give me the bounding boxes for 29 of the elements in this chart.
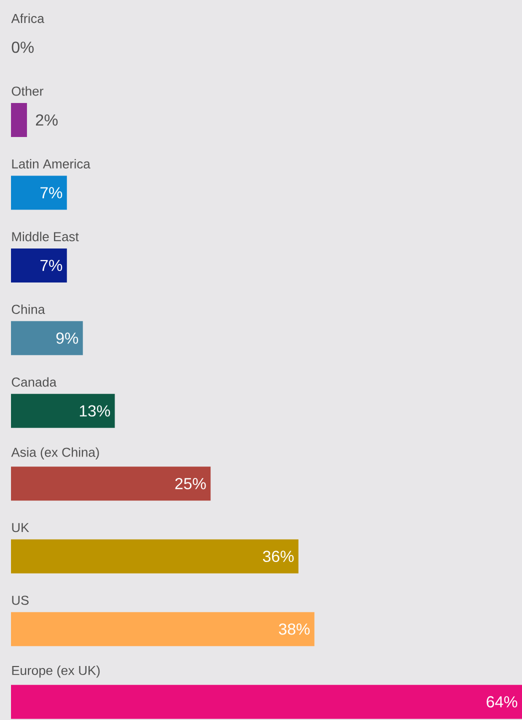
bar: [11, 248, 67, 282]
bar: [11, 612, 314, 646]
data-label: 25%: [175, 478, 206, 490]
bar: [11, 321, 83, 356]
bar: [11, 539, 298, 574]
y-tick-label: Latin America: [12, 159, 90, 169]
y-tick-label: UK: [12, 523, 30, 532]
bar: [11, 102, 27, 137]
y-tick-label: Asia (ex China): [11, 447, 99, 460]
data-label: 7%: [40, 187, 62, 198]
y-tick-label: Europe (ex UK): [12, 666, 100, 678]
bar: [11, 684, 522, 719]
data-label: 0%: [12, 42, 34, 53]
bar: [11, 394, 115, 428]
bar: [11, 176, 67, 210]
data-label: 38%: [278, 623, 310, 635]
y-tick-label: US: [12, 596, 29, 605]
data-label: 36%: [262, 550, 294, 562]
data-label: 9%: [56, 332, 78, 344]
data-label: 64%: [486, 696, 518, 708]
y-tick-label: China: [12, 304, 46, 314]
data-label: 13%: [80, 405, 110, 417]
data-label: 7%: [40, 260, 62, 272]
y-tick-label: Africa: [11, 14, 44, 24]
y-tick-label: Canada: [12, 377, 57, 387]
y-tick-label: Middle East: [12, 232, 79, 242]
data-label: 2%: [36, 114, 58, 126]
y-tick-label: Other: [12, 86, 44, 96]
bar: [11, 466, 211, 501]
